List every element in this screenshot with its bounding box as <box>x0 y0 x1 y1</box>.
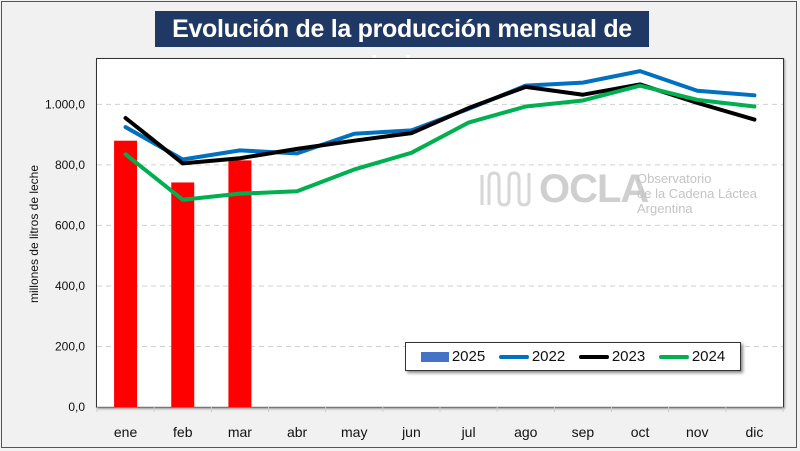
watermark-brand: OCLA <box>539 167 649 211</box>
legend-item-2023: 2023 <box>578 348 646 365</box>
y-tick-label: 1.000,0 <box>45 97 85 111</box>
x-tick-label-ago: ago <box>514 424 538 440</box>
x-tick-label-dic: dic <box>745 424 763 440</box>
y-tick-label: 600,0 <box>55 218 85 232</box>
line-series-2022 <box>123 69 757 162</box>
legend-swatch-2025 <box>420 351 449 362</box>
legend-label-2023: 2023 <box>611 348 646 365</box>
legend-label-2024: 2024 <box>691 348 726 365</box>
x-tick-label-jul: jul <box>461 424 476 440</box>
x-tick-label-mar: mar <box>228 424 252 440</box>
x-tick-label-sep: sep <box>572 424 595 440</box>
x-tick-label-jun: jun <box>401 424 421 440</box>
legend-label-2022: 2022 <box>531 348 566 365</box>
legend-item-2024: 2024 <box>658 348 726 365</box>
watermark-subtitle: Observatorio de la Cadena Láctea Argenti… <box>637 171 757 216</box>
x-tick-label-abr: abr <box>287 424 308 440</box>
watermark-line3: Argentina <box>637 201 693 216</box>
x-tick-label-oct: oct <box>631 424 650 440</box>
legend-swatch-2022 <box>498 354 529 359</box>
y-tick-label: 800,0 <box>55 158 85 172</box>
legend-swatch-2024 <box>658 354 689 359</box>
legend: 2025 2022 2023 2024 <box>405 342 741 371</box>
bar-2025-ene <box>114 140 138 407</box>
ocla-logo-icon <box>480 171 531 207</box>
y-tick-label: 200,0 <box>55 339 85 353</box>
y-tick-label: 400,0 <box>55 279 85 293</box>
legend-item-2022: 2022 <box>498 348 566 365</box>
line-series-2024 <box>123 83 757 202</box>
watermark-line2: de la Cadena Láctea <box>637 186 757 201</box>
x-tick-label-feb: feb <box>173 424 193 440</box>
legend-swatch-2023 <box>578 354 609 359</box>
legend-label-2025: 2025 <box>451 348 486 365</box>
legend-item-2025: 2025 <box>420 348 486 365</box>
bar-2025-feb <box>171 182 195 407</box>
y-tick-label: 0,0 <box>68 400 85 414</box>
x-tick-label-may: may <box>341 424 367 440</box>
x-tick-label-nov: nov <box>686 424 709 440</box>
watermark-line1: Observatorio <box>637 171 712 186</box>
x-tick-label-ene: ene <box>114 424 138 440</box>
bar-2025-mar <box>228 160 252 407</box>
